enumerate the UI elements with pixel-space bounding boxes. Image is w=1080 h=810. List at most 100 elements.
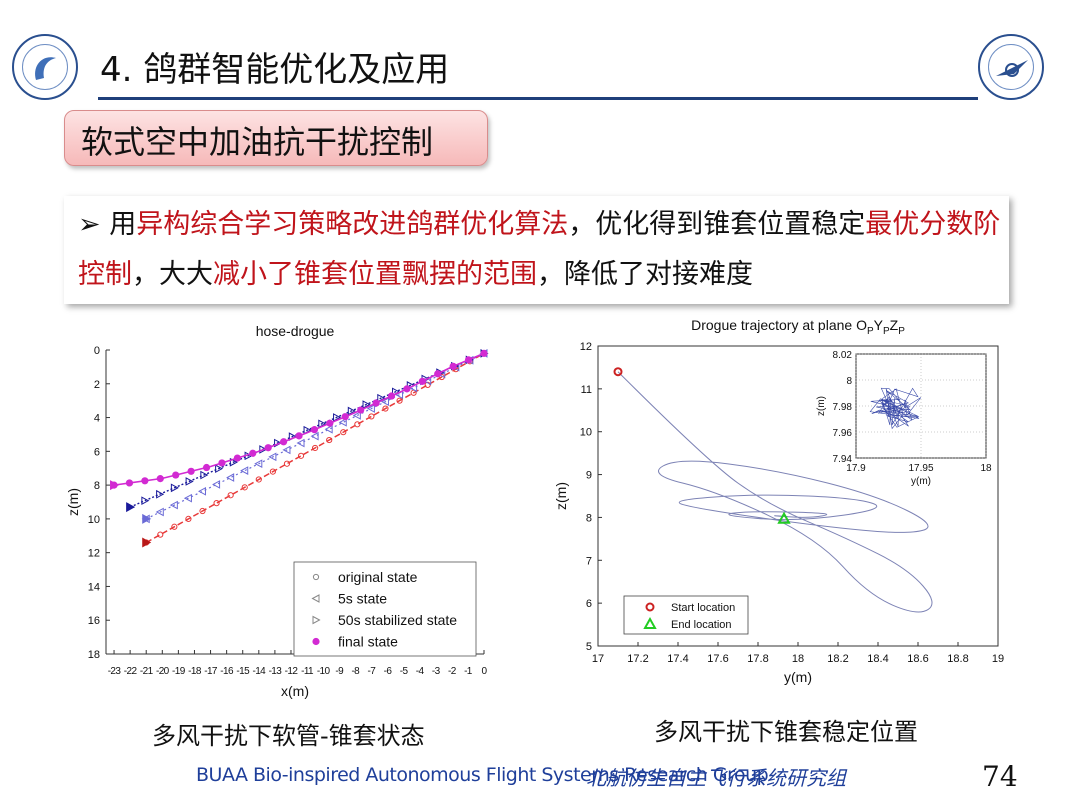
series-marker	[125, 479, 134, 487]
footer-group-name: BUAA Bio-inspired Autonomous Flight Syst…	[196, 764, 769, 786]
series-marker	[183, 493, 192, 503]
series-marker	[347, 406, 356, 416]
series-marker	[185, 477, 194, 486]
x-tick-label: -12	[285, 666, 299, 677]
series-marker	[296, 438, 305, 448]
bullet-text-2: ，优化得到锥套位置稳定	[568, 209, 866, 240]
series-marker	[200, 470, 209, 480]
x-tick-label: -9	[335, 666, 344, 677]
y-axis-label: z(m)	[65, 488, 81, 516]
y-tick-label: 7	[586, 555, 592, 567]
series-marker	[403, 385, 411, 393]
logo-inner-ring	[22, 44, 68, 90]
series-marker	[449, 362, 457, 370]
x-tick-label: 17.2	[627, 653, 648, 665]
y-tick-label: 8	[586, 512, 592, 524]
series-start-marker	[110, 480, 120, 491]
x-axis-label: y(m)	[784, 669, 812, 685]
series-marker	[264, 444, 272, 452]
section-subtitle: 软式空中加油抗干扰控制	[64, 110, 488, 166]
legend-label: final state	[338, 634, 398, 650]
series-start-marker	[142, 513, 152, 524]
series-marker	[141, 477, 149, 485]
y-tick-label: 18	[88, 649, 100, 661]
x-tick-label: 0	[482, 666, 488, 677]
x-tick-label: 18.6	[907, 653, 928, 665]
page-number: 74	[982, 760, 1018, 793]
x-tick-label: 19	[992, 653, 1004, 665]
x-tick-label: -15	[236, 666, 250, 677]
x-tick-label: -2	[448, 666, 457, 677]
x-tick-label: -14	[252, 666, 266, 677]
y-tick-label: 14	[88, 581, 100, 593]
y-tick-label: 6	[94, 446, 100, 458]
series-marker	[333, 413, 342, 422]
start-location-marker	[613, 367, 623, 377]
series-line-circle	[145, 352, 485, 544]
x-tick-label: 17.6	[707, 653, 728, 665]
x-tick-label: -10	[317, 666, 331, 677]
series-marker	[269, 468, 276, 475]
series-marker	[464, 356, 473, 364]
y-tick-label: 12	[580, 341, 592, 353]
series-marker	[372, 399, 380, 407]
inset-y-tick-label: 7.94	[833, 454, 853, 465]
series-marker	[240, 466, 249, 475]
series-marker	[170, 483, 179, 493]
bullet-highlight-range: 减小了锥套位置飘摆的范围	[213, 259, 537, 290]
series-marker	[382, 405, 389, 412]
series-marker	[310, 426, 319, 434]
series-marker	[155, 507, 164, 517]
series-marker	[341, 413, 349, 421]
y-tick-label: 6	[586, 598, 592, 610]
drogue-trajectory-chart: Drogue trajectory at plane OPYPZP 5 6 7 8 9 10…	[553, 317, 1004, 685]
inset-x-tick-label: 17.9	[846, 463, 866, 474]
end-location-marker	[777, 511, 791, 524]
series-marker	[197, 486, 207, 496]
chart-title: hose-drogue	[256, 323, 335, 339]
university-emblem-icon	[996, 60, 1028, 77]
series-marker	[480, 349, 488, 357]
x-tick-label: -7	[368, 666, 377, 677]
research-group-logo	[12, 34, 78, 100]
y-tick-label: 11	[581, 384, 592, 396]
x-tick-label: 18.4	[867, 653, 888, 665]
x-axis-label: x(m)	[281, 683, 309, 699]
bullet-box: ➢ 用异构综合学习策略改进鸽群优化算法，优化得到锥套位置稳定最优分数阶控制，大大…	[64, 196, 1009, 304]
y-tick-label: 9	[586, 470, 592, 482]
series-marker	[157, 531, 164, 538]
title-divider	[98, 97, 978, 100]
series-marker	[229, 457, 238, 467]
series-marker	[295, 432, 303, 440]
series-marker	[227, 492, 234, 499]
series-marker	[156, 489, 165, 499]
x-tick-label: -23	[108, 666, 122, 677]
bullet-text-0: 用	[109, 209, 137, 240]
logo-inner-ring	[988, 44, 1034, 90]
x-tick-label: -20	[156, 666, 170, 677]
y-tick-label: 12	[88, 548, 100, 560]
x-tick-label: -1	[464, 666, 473, 677]
series-marker	[352, 411, 361, 420]
series-marker	[199, 507, 206, 515]
series-marker	[218, 459, 226, 467]
x-tick-label: -17	[204, 666, 218, 677]
series-marker	[396, 397, 403, 404]
x-tick-label: 17.8	[747, 653, 768, 665]
series-marker	[259, 445, 268, 454]
series-marker	[282, 445, 291, 455]
university-logo	[978, 34, 1044, 100]
series-marker	[212, 480, 221, 489]
series-marker	[241, 484, 248, 491]
bird-logo-icon	[35, 57, 56, 80]
y-tick-label: 4	[94, 413, 100, 425]
series-marker	[318, 419, 327, 429]
y-tick-label: 0	[94, 345, 100, 357]
series-marker	[340, 429, 347, 436]
y-tick-label: 10	[88, 514, 100, 526]
series-marker	[312, 444, 319, 452]
trajectory-line	[617, 371, 933, 613]
x-tick-label: 18.2	[827, 653, 848, 665]
series-marker	[283, 460, 291, 467]
x-tick-label: -11	[301, 666, 314, 677]
